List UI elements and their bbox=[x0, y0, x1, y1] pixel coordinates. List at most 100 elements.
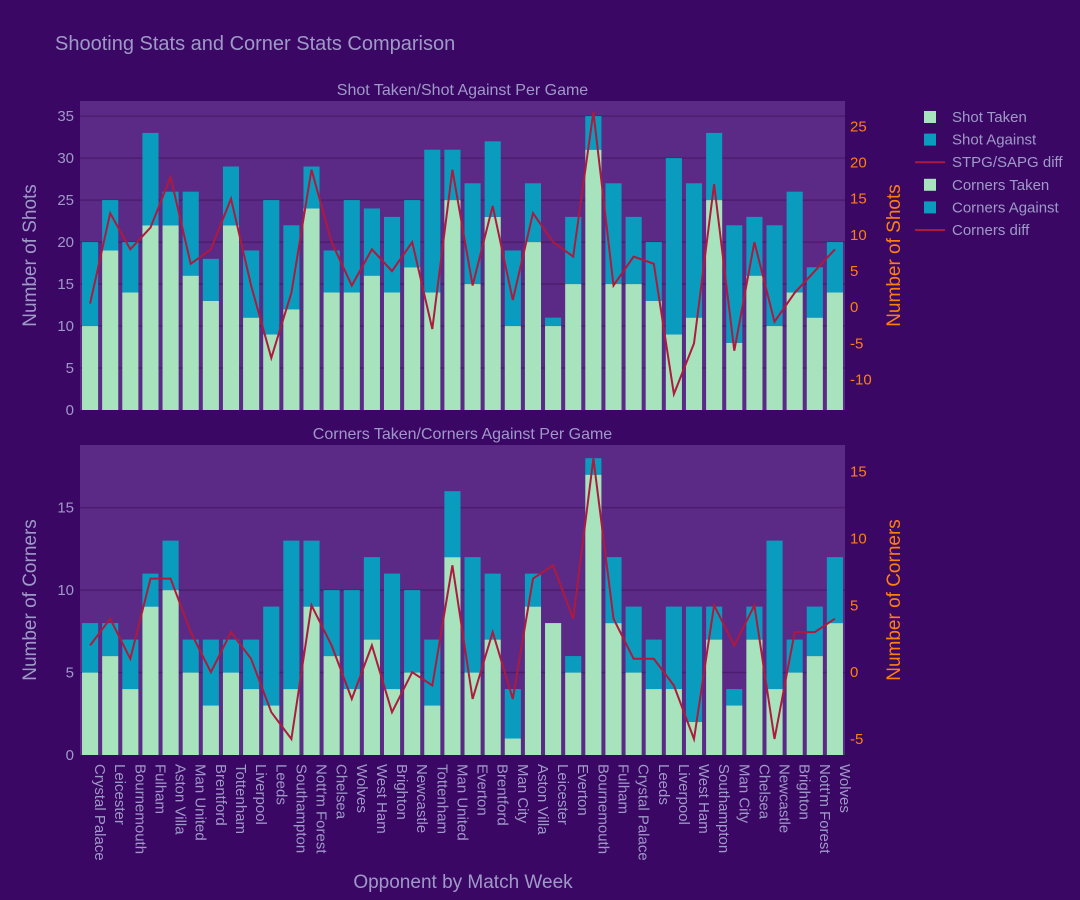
bar-taken[interactable] bbox=[142, 606, 159, 755]
bar-against[interactable] bbox=[685, 183, 703, 318]
bar-against[interactable] bbox=[464, 557, 481, 673]
bar-taken[interactable] bbox=[303, 208, 320, 410]
bar-taken[interactable] bbox=[102, 656, 119, 755]
bar-taken[interactable] bbox=[565, 672, 582, 755]
legend-item[interactable]: Corners Taken bbox=[924, 177, 1049, 194]
bar-taken[interactable] bbox=[484, 216, 501, 410]
bar-against[interactable] bbox=[545, 317, 562, 327]
bar-taken[interactable] bbox=[162, 590, 179, 755]
bar-taken[interactable] bbox=[605, 284, 622, 410]
bar-taken[interactable] bbox=[343, 689, 360, 755]
bar-taken[interactable] bbox=[102, 250, 119, 410]
bar-taken[interactable] bbox=[363, 275, 380, 410]
bar-against[interactable] bbox=[243, 639, 260, 690]
bar-taken[interactable] bbox=[826, 623, 843, 755]
bar-against[interactable] bbox=[786, 191, 803, 293]
bar-against[interactable] bbox=[464, 183, 481, 285]
bar-against[interactable] bbox=[484, 573, 501, 640]
bar-taken[interactable] bbox=[444, 200, 461, 410]
bar-against[interactable] bbox=[826, 557, 843, 624]
bar-taken[interactable] bbox=[685, 317, 703, 410]
bar-taken[interactable] bbox=[464, 672, 481, 755]
bar-taken[interactable] bbox=[243, 689, 260, 755]
bar-against[interactable] bbox=[685, 606, 703, 723]
bar-against[interactable] bbox=[283, 225, 300, 310]
bar-against[interactable] bbox=[363, 208, 380, 276]
bar-taken[interactable] bbox=[706, 200, 723, 410]
bar-taken[interactable] bbox=[444, 557, 461, 755]
bar-taken[interactable] bbox=[283, 309, 300, 410]
bar-against[interactable] bbox=[424, 149, 441, 293]
bar-against[interactable] bbox=[222, 166, 240, 226]
bar-taken[interactable] bbox=[142, 225, 159, 410]
bar-taken[interactable] bbox=[524, 242, 542, 410]
bar-taken[interactable] bbox=[202, 705, 219, 755]
bar-taken[interactable] bbox=[826, 292, 843, 410]
bar-against[interactable] bbox=[706, 132, 723, 201]
bar-taken[interactable] bbox=[605, 623, 622, 755]
bar-taken[interactable] bbox=[585, 474, 602, 755]
bar-against[interactable] bbox=[343, 200, 360, 293]
bar-taken[interactable] bbox=[303, 606, 320, 755]
bar-against[interactable] bbox=[283, 540, 300, 690]
legend-item[interactable]: Corners diff bbox=[915, 222, 1030, 239]
bar-taken[interactable] bbox=[625, 284, 642, 410]
bar-against[interactable] bbox=[404, 590, 421, 673]
bar-against[interactable] bbox=[766, 540, 783, 690]
bar-against[interactable] bbox=[323, 250, 340, 293]
bar-taken[interactable] bbox=[464, 284, 481, 410]
bar-against[interactable] bbox=[182, 639, 199, 673]
legend-item[interactable]: Shot Against bbox=[924, 132, 1037, 149]
bar-against[interactable] bbox=[484, 141, 501, 217]
bar-taken[interactable] bbox=[786, 292, 803, 410]
bar-against[interactable] bbox=[102, 623, 119, 657]
bar-against[interactable] bbox=[786, 639, 803, 673]
bar-taken[interactable] bbox=[243, 317, 260, 410]
bar-taken[interactable] bbox=[162, 225, 179, 410]
bar-against[interactable] bbox=[383, 573, 401, 690]
bar-against[interactable] bbox=[565, 656, 582, 673]
bar-against[interactable] bbox=[726, 689, 743, 706]
bar-taken[interactable] bbox=[182, 672, 199, 755]
bar-taken[interactable] bbox=[122, 292, 139, 410]
bar-against[interactable] bbox=[665, 606, 682, 690]
bar-taken[interactable] bbox=[565, 284, 582, 410]
bar-taken[interactable] bbox=[182, 275, 199, 410]
bar-taken[interactable] bbox=[665, 334, 682, 410]
bar-taken[interactable] bbox=[726, 705, 743, 755]
bar-taken[interactable] bbox=[122, 689, 139, 755]
bar-taken[interactable] bbox=[82, 326, 99, 410]
bar-taken[interactable] bbox=[786, 672, 803, 755]
bar-taken[interactable] bbox=[726, 342, 743, 410]
bar-taken[interactable] bbox=[383, 292, 401, 410]
bar-taken[interactable] bbox=[806, 317, 823, 410]
bar-taken[interactable] bbox=[283, 689, 300, 755]
bar-taken[interactable] bbox=[424, 292, 441, 410]
bar-taken[interactable] bbox=[766, 326, 783, 410]
bar-against[interactable] bbox=[263, 200, 280, 335]
diff-line[interactable] bbox=[89, 111, 836, 398]
bar-against[interactable] bbox=[504, 689, 521, 739]
bar-against[interactable] bbox=[222, 639, 240, 673]
bar-against[interactable] bbox=[625, 216, 642, 285]
bar-against[interactable] bbox=[263, 606, 280, 706]
bar-taken[interactable] bbox=[202, 300, 219, 410]
bar-against[interactable] bbox=[504, 250, 521, 327]
bar-against[interactable] bbox=[162, 191, 179, 226]
bar-taken[interactable] bbox=[222, 672, 240, 755]
bar-against[interactable] bbox=[122, 242, 139, 293]
bar-against[interactable] bbox=[585, 116, 602, 150]
bar-taken[interactable] bbox=[323, 292, 340, 410]
bar-taken[interactable] bbox=[625, 672, 642, 755]
bar-against[interactable] bbox=[605, 557, 622, 624]
bar-taken[interactable] bbox=[665, 689, 682, 755]
bar-taken[interactable] bbox=[746, 639, 763, 755]
bar-taken[interactable] bbox=[263, 334, 280, 410]
bar-taken[interactable] bbox=[504, 738, 521, 755]
diff-line[interactable] bbox=[89, 458, 836, 743]
bar-against[interactable] bbox=[625, 606, 642, 673]
bar-against[interactable] bbox=[404, 200, 421, 268]
bar-taken[interactable] bbox=[222, 225, 240, 410]
bar-taken[interactable] bbox=[585, 149, 602, 410]
bar-against[interactable] bbox=[444, 491, 461, 558]
